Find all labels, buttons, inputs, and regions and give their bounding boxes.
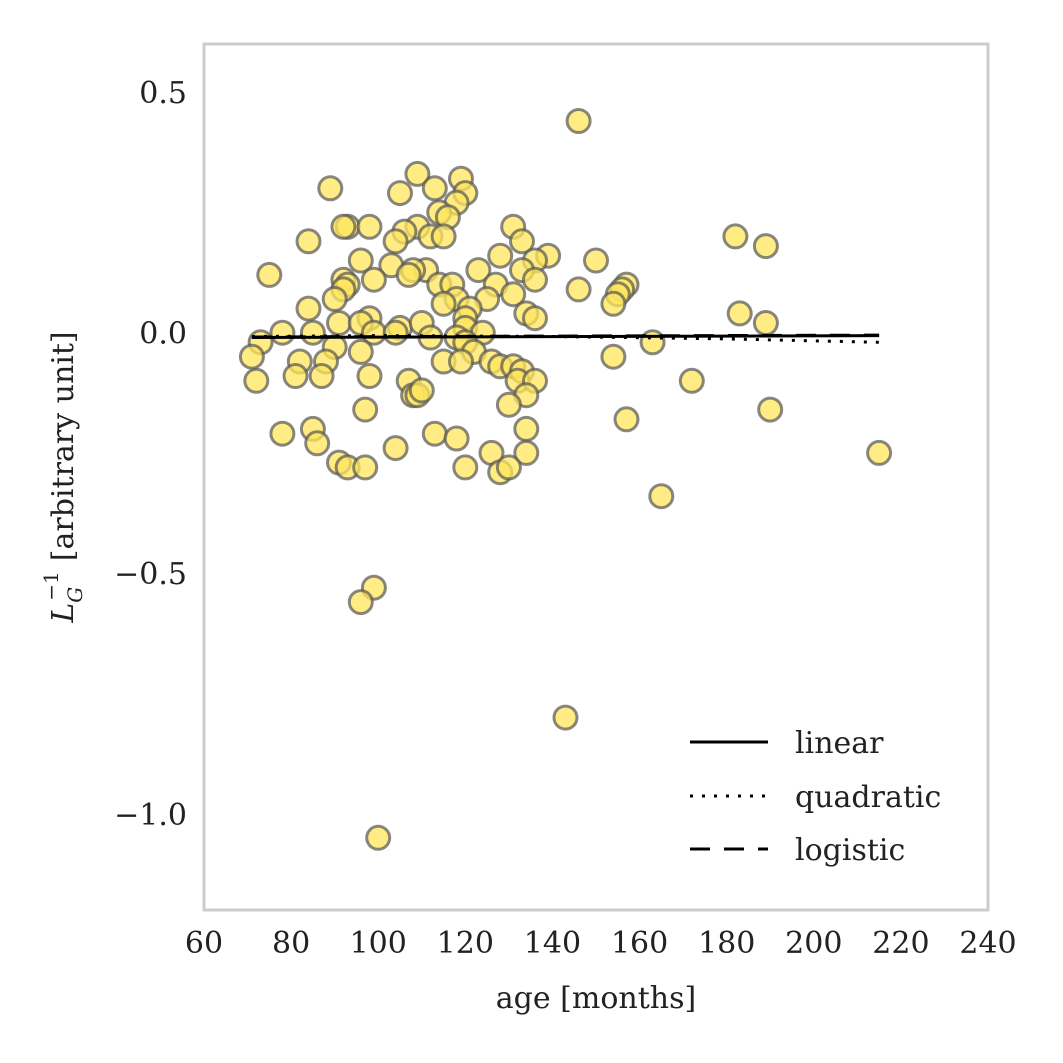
y-axis-symbol: L <box>46 603 81 624</box>
data-point <box>465 257 492 284</box>
data-point <box>326 310 352 336</box>
data-point <box>408 377 435 404</box>
y-axis-label: LG−1 [arbitrary unit] <box>39 331 87 623</box>
data-point <box>269 420 296 447</box>
data-point <box>299 319 326 346</box>
data-point <box>513 415 540 442</box>
data-point <box>347 338 374 365</box>
data-point <box>726 300 753 327</box>
x-tick-label: 120 <box>437 926 494 961</box>
quadratic-legend-label: quadratic <box>795 780 941 815</box>
data-point <box>509 228 535 255</box>
data-point <box>487 242 514 269</box>
data-point <box>269 319 296 346</box>
points-layer <box>238 108 893 851</box>
data-point <box>430 290 457 317</box>
data-point <box>600 290 627 317</box>
data-point <box>495 391 522 418</box>
x-tick-label: 220 <box>872 926 929 961</box>
data-point <box>308 363 335 389</box>
data-point <box>238 343 265 370</box>
data-point <box>395 261 422 288</box>
data-point <box>722 223 749 250</box>
data-point <box>513 439 540 466</box>
data-point <box>304 430 331 457</box>
y-tick-label: 0.0 <box>139 317 187 352</box>
data-point <box>321 286 348 312</box>
data-point <box>430 223 457 250</box>
data-point <box>295 228 322 255</box>
data-point <box>352 454 379 481</box>
data-point <box>443 425 470 452</box>
plot-frame <box>202 42 990 912</box>
data-point <box>360 266 387 293</box>
data-point <box>448 348 474 375</box>
data-point <box>678 367 705 394</box>
y-axis-unit: [arbitrary unit] <box>46 331 81 561</box>
data-point <box>382 435 409 462</box>
x-tick-label: 80 <box>272 926 310 961</box>
x-tick-label: 100 <box>350 926 407 961</box>
data-point <box>495 454 522 481</box>
data-point <box>752 310 779 336</box>
x-tick-label: 60 <box>185 926 223 961</box>
data-point <box>522 266 548 293</box>
data-point <box>421 420 448 447</box>
x-tick-label: 180 <box>698 926 755 961</box>
data-point <box>757 396 784 423</box>
linear-legend-label: linear <box>795 726 884 761</box>
data-point <box>500 281 527 308</box>
data-point <box>347 589 374 616</box>
data-point <box>552 704 579 731</box>
data-point <box>317 175 344 202</box>
data-point <box>365 824 392 851</box>
y-tick-label: −0.5 <box>114 557 187 592</box>
data-point <box>356 363 383 389</box>
data-point <box>387 180 413 207</box>
x-tick-labels: 60 80 100 120 140 160 180 200 220 240 <box>185 926 1017 961</box>
data-point <box>639 329 666 356</box>
data-point <box>352 396 379 423</box>
data-point <box>282 363 309 389</box>
data-point <box>583 247 609 274</box>
x-tick-label: 200 <box>785 926 842 961</box>
logistic-fit-line <box>251 333 880 339</box>
data-point <box>613 406 640 433</box>
data-point <box>565 276 592 303</box>
data-point <box>522 305 548 332</box>
data-point <box>382 228 409 255</box>
data-point <box>243 367 270 394</box>
data-point <box>347 247 374 274</box>
data-point <box>648 483 675 510</box>
data-point <box>752 233 779 260</box>
data-point <box>404 160 431 187</box>
x-tick-label: 140 <box>524 926 581 961</box>
data-point <box>356 213 383 240</box>
data-point <box>866 439 893 466</box>
y-tick-labels: 0.5 0.0 −0.5 −1.0 <box>114 76 187 833</box>
y-tick-label: 0.5 <box>139 76 187 111</box>
data-point <box>421 175 448 202</box>
y-axis-symbol-superscript: −1 <box>39 571 63 600</box>
data-point <box>382 319 409 346</box>
y-axis-symbol-subscript: G <box>63 587 87 603</box>
x-tick-label: 240 <box>959 926 1016 961</box>
data-point <box>256 261 283 288</box>
x-tick-label: 160 <box>611 926 668 961</box>
data-point <box>295 295 322 322</box>
legend: linear quadratic logistic <box>690 726 941 868</box>
x-axis-label: age [months] <box>496 981 696 1016</box>
data-point <box>452 454 479 481</box>
fit-lines-layer <box>251 333 880 344</box>
data-point <box>600 343 627 370</box>
y-tick-label: −1.0 <box>114 798 187 833</box>
data-point <box>565 108 592 134</box>
data-point <box>330 213 357 240</box>
logistic-legend-label: logistic <box>795 833 905 868</box>
